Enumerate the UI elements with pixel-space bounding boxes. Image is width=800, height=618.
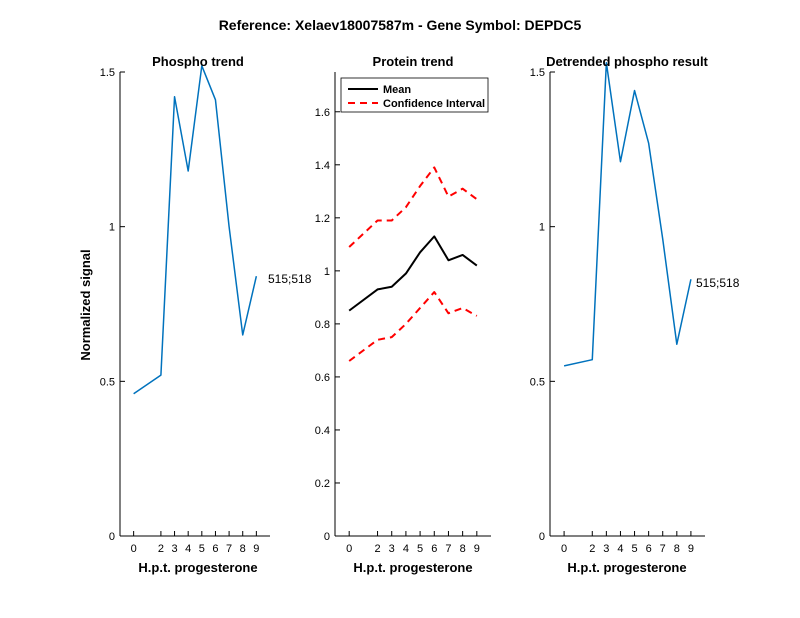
phospho-trend-y-tick-label: 0.5 <box>100 376 115 388</box>
protein-trend-xlabel: H.p.t. progesterone <box>353 560 472 575</box>
detrended-phospho-y-tick-label: 1 <box>539 222 545 234</box>
detrended-phospho-x-tick-label: 0 <box>561 543 567 555</box>
legend-box <box>340 77 489 113</box>
phospho-trend-x-tick-label: 3 <box>171 543 177 555</box>
detrended-phospho-x-tick-label: 5 <box>631 543 637 555</box>
detrended-phospho-y-tick-label: 0 <box>539 531 545 543</box>
protein-trend-y-tick-label: 0.4 <box>315 425 330 437</box>
protein-trend-x-tick-label: 5 <box>417 543 423 555</box>
phospho-trend-x-tick-label: 6 <box>212 543 218 555</box>
phospho-trend-x-tick-label: 2 <box>158 543 164 555</box>
detrended-phospho-x-tick-label: 2 <box>589 543 595 555</box>
detrended-phospho-y-tick-label: 1.5 <box>530 67 545 79</box>
protein-trend-y-tick-label: 1 <box>324 266 330 278</box>
protein-trend-y-tick-label: 1.6 <box>315 107 330 119</box>
detrended-phospho-xlabel: H.p.t. progesterone <box>567 560 686 575</box>
phospho-trend-x-tick-label: 0 <box>131 543 137 555</box>
protein-trend-y-tick-label: 0 <box>324 531 330 543</box>
phospho-trend-ylabel: Normalized signal <box>78 249 93 360</box>
protein-trend-x-tick-label: 0 <box>346 543 352 555</box>
phospho-trend-x-tick-label: 9 <box>253 543 259 555</box>
phospho-trend-line <box>133 65 258 395</box>
detrended-phospho-line <box>563 61 692 367</box>
phospho-trend-axes: 0 0.5 1 1.5 0 2 3 4 5 6 7 8 9 <box>100 67 270 555</box>
phospho-trend-series-group <box>133 65 258 395</box>
phospho-trend-x-tick-label: 5 <box>199 543 205 555</box>
protein-ci-upper-line <box>348 166 478 248</box>
phospho-trend-xlabel: H.p.t. progesterone <box>138 560 257 575</box>
legend-ci-label: Confidence Interval <box>383 98 485 110</box>
phospho-trend-x-tick-label: 4 <box>185 543 191 555</box>
protein-trend-x-tick-label: 6 <box>431 543 437 555</box>
figure-title: Reference: Xelaev18007587m - Gene Symbol… <box>219 17 582 33</box>
detrended-phospho-x-tick-label: 4 <box>617 543 623 555</box>
protein-trend-x-tick-label: 4 <box>403 543 409 555</box>
phospho-trend-panel: 0 0.5 1 1.5 0 2 3 4 5 6 7 8 9 Phospho trend H.p.t. p… <box>78 54 312 575</box>
protein-trend-x-tick-label: 9 <box>474 543 480 555</box>
protein-trend-y-tick-label: 1.4 <box>315 160 330 172</box>
detrended-phospho-x-tick-label: 8 <box>674 543 680 555</box>
protein-trend-series-group <box>348 166 478 362</box>
detrended-phospho-x-tick-label: 6 <box>646 543 652 555</box>
phospho-trend-y-tick-label: 1.5 <box>100 67 115 79</box>
protein-trend-title: Protein trend <box>373 54 454 69</box>
protein-trend-axes: 0 0.2 0.4 0.6 0.8 1 1.2 1.4 1.6 0 2 3 4 5 6 7 8 9 <box>315 72 491 555</box>
phospho-trend-y-tick-label: 0 <box>109 531 115 543</box>
protein-trend-y-tick-label: 0.6 <box>315 372 330 384</box>
detrended-phospho-series-group <box>563 61 692 367</box>
protein-trend-y-tick-label: 0.8 <box>315 319 330 331</box>
protein-trend-legend: Mean Confidence Interval <box>340 77 489 113</box>
protein-trend-y-tick-label: 0.2 <box>315 478 330 490</box>
protein-ci-lower-line <box>348 291 478 362</box>
phospho-trend-x-tick-label: 8 <box>240 543 246 555</box>
detrended-phospho-x-tick-label: 7 <box>660 543 666 555</box>
detrended-phospho-x-tick-label: 3 <box>603 543 609 555</box>
detrended-phospho-title: Detrended phospho result <box>546 54 708 69</box>
phospho-trend-title: Phospho trend <box>152 54 244 69</box>
protein-trend-panel: 0 0.2 0.4 0.6 0.8 1 1.2 1.4 1.6 0 2 3 4 5 6 7 8 9 Protein… <box>315 54 491 575</box>
protein-trend-x-tick-label: 8 <box>460 543 466 555</box>
detrended-phospho-panel: 0 0.5 1 1.5 0 2 3 4 5 6 7 8 9 Detrended phospho resu… <box>530 54 740 575</box>
protein-trend-x-tick-label: 3 <box>389 543 395 555</box>
protein-trend-x-tick-label: 7 <box>445 543 451 555</box>
phospho-trend-annotation: 515;518 <box>268 272 312 286</box>
detrended-phospho-x-tick-label: 9 <box>688 543 694 555</box>
phospho-trend-x-tick-label: 7 <box>226 543 232 555</box>
detrended-phospho-annotation: 515;518 <box>696 276 740 290</box>
detrended-phospho-y-tick-label: 0.5 <box>530 376 545 388</box>
detrended-phospho-axes: 0 0.5 1 1.5 0 2 3 4 5 6 7 8 9 <box>530 67 705 555</box>
protein-trend-y-tick-label: 1.2 <box>315 213 330 225</box>
legend-mean-label: Mean <box>383 84 411 96</box>
phospho-trend-y-tick-label: 1 <box>109 222 115 234</box>
protein-mean-line <box>348 235 478 312</box>
protein-trend-x-tick-label: 2 <box>374 543 380 555</box>
